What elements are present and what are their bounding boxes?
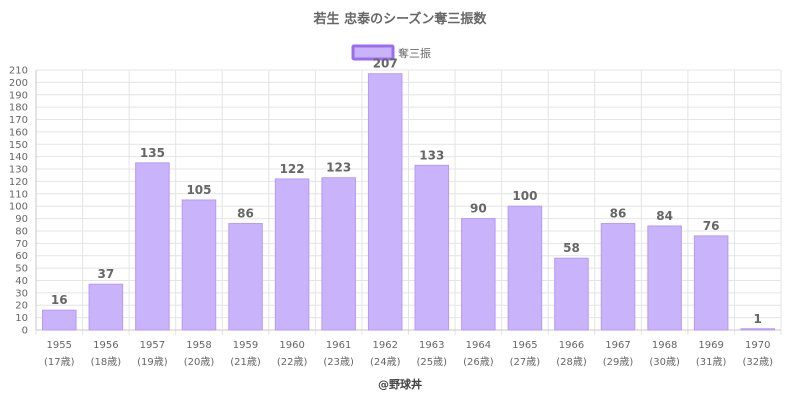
x-tick-year: 1962 (372, 340, 397, 351)
bar-1966[interactable] (554, 257, 589, 331)
x-tick-year: 1956 (93, 340, 118, 351)
x-tick-age: (21歳) (230, 356, 261, 368)
x-tick-year: 1960 (279, 340, 304, 351)
data-labels: 16 37 135 105 86 122 123 207 133 90 100 58 86 84 76 1 (51, 57, 762, 326)
bar-1965[interactable] (507, 205, 543, 331)
x-tick-year: 1955 (47, 340, 72, 351)
y-tick-label: 170 (9, 115, 28, 126)
data-label: 105 (186, 183, 211, 197)
legend-label: 奪三振 (398, 46, 431, 60)
chart-title: 若生 忠泰のシーズン奪三振数 (313, 11, 488, 27)
y-tick-label: 40 (15, 276, 28, 287)
x-tick-age: (19歳) (137, 356, 168, 368)
x-tick-age: (32歳) (742, 356, 773, 368)
x-tick-age: (17歳) (44, 356, 75, 368)
x-tick-age: (30歳) (649, 356, 680, 368)
y-tick-label: 10 (15, 313, 28, 324)
data-label: 76 (703, 219, 720, 233)
x-tick-year: 1963 (419, 340, 444, 351)
y-tick-label: 210 (9, 66, 28, 77)
y-tick-label: 80 (15, 226, 28, 237)
bar-1970[interactable] (740, 328, 775, 331)
x-tick-age: (24歳) (370, 356, 401, 368)
y-tick-label: 120 (9, 177, 28, 188)
x-tick-year: 1961 (326, 340, 351, 351)
x-tick-age: (20歳) (184, 356, 215, 368)
bar-1956[interactable] (88, 283, 124, 331)
y-tick-label: 0 (22, 326, 28, 337)
legend-swatch (351, 44, 395, 61)
y-tick-label: 100 (9, 202, 28, 213)
bar-1958[interactable] (181, 199, 217, 331)
bar-1968[interactable] (647, 225, 682, 331)
x-tick-year: 1957 (140, 340, 165, 351)
x-tick-age: (18歳) (91, 356, 122, 368)
data-label: 84 (656, 209, 673, 223)
x-tick-age: (28歳) (556, 356, 587, 368)
y-tick-label: 140 (9, 152, 28, 163)
x-tick-year: 1970 (745, 340, 770, 351)
data-label: 1 (754, 312, 762, 326)
bar-1964[interactable] (461, 218, 496, 331)
data-label: 86 (610, 207, 627, 221)
data-label: 90 (470, 202, 487, 216)
footer-credit: @野球丼 (378, 377, 422, 391)
y-tick-label: 60 (15, 251, 28, 262)
x-tick-year: 1966 (559, 340, 584, 351)
data-label: 133 (419, 148, 444, 162)
x-tick-age: (26歳) (463, 356, 494, 368)
y-tick-label: 30 (15, 288, 28, 299)
y-tick-label: 180 (9, 103, 28, 114)
data-label: 58 (563, 241, 580, 255)
x-tick-age: (25歳) (417, 356, 448, 368)
y-tick-label: 160 (9, 127, 28, 138)
x-tick-year: 1965 (512, 340, 537, 351)
x-tick-year: 1964 (466, 340, 491, 351)
data-label: 123 (326, 161, 351, 175)
bars (42, 73, 775, 331)
x-tick-year: 1969 (698, 340, 723, 351)
data-label: 37 (97, 267, 114, 281)
x-tick-age: (23歳) (323, 356, 354, 368)
bar-1967[interactable] (600, 223, 636, 331)
legend[interactable]: 奪三振 (351, 44, 431, 61)
y-tick-label: 190 (9, 90, 28, 101)
data-label: 135 (140, 146, 165, 160)
data-label: 122 (280, 162, 305, 176)
bar-1960[interactable] (274, 178, 310, 331)
x-tick-year: 1968 (652, 340, 677, 351)
x-tick-year: 1958 (186, 340, 211, 351)
y-tick-label: 90 (15, 214, 28, 225)
bar-1963[interactable] (414, 164, 450, 331)
x-tick-year: 1967 (605, 340, 630, 351)
y-tick-label: 110 (9, 189, 28, 200)
x-tick-age: (27歳) (510, 356, 541, 368)
bar-1961[interactable] (321, 177, 356, 331)
x-tick-age: (22歳) (277, 356, 308, 368)
y-tick-label: 150 (9, 140, 28, 151)
data-label: 207 (373, 57, 398, 71)
bar-1962[interactable] (367, 73, 403, 331)
y-tick-label: 50 (15, 264, 28, 275)
bar-1969[interactable] (693, 235, 729, 331)
x-tick-age: (29歳) (603, 356, 634, 368)
bar-1959[interactable] (228, 223, 263, 331)
x-tick-age: (31歳) (696, 356, 727, 368)
data-label: 86 (237, 207, 254, 221)
bar-1955[interactable] (42, 309, 77, 331)
y-tick-label: 200 (9, 78, 28, 89)
data-label: 16 (51, 293, 68, 307)
y-tick-label: 130 (9, 165, 28, 176)
y-tick-label: 70 (15, 239, 28, 250)
y-tick-label: 20 (15, 301, 28, 312)
bar-1957[interactable] (135, 162, 170, 331)
x-tick-year: 1959 (233, 340, 258, 351)
data-label: 100 (512, 189, 537, 203)
x-axis-ticks: 1955 (17歳) 1956 (18歳) 1957 (19歳) 1958 (20歳) 1959… (44, 340, 773, 368)
